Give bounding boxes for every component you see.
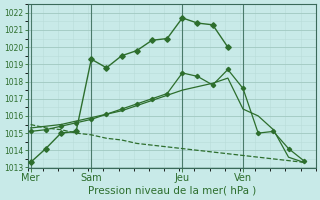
X-axis label: Pression niveau de la mer( hPa ): Pression niveau de la mer( hPa ) — [88, 186, 256, 196]
